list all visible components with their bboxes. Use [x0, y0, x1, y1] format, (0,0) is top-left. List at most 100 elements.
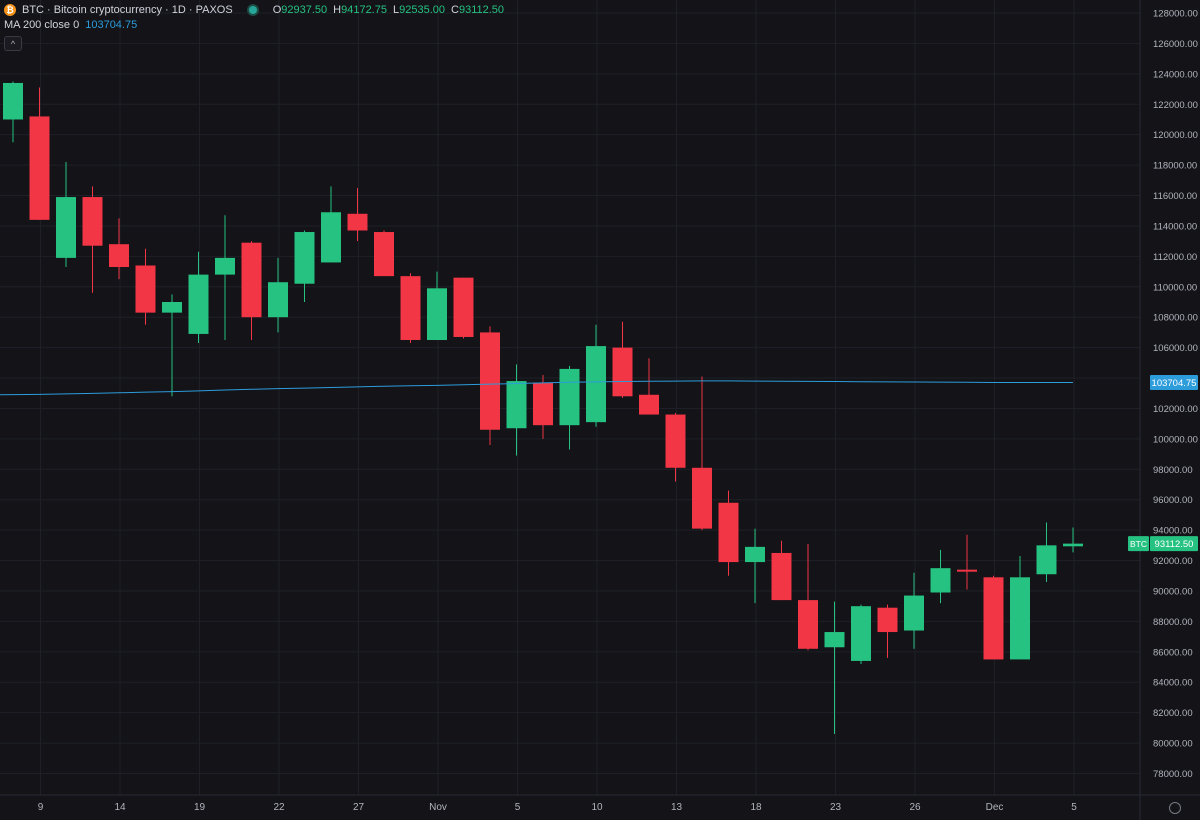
candle [56, 162, 76, 268]
ma-price-text: 103704.75 [1152, 378, 1197, 389]
candle [241, 241, 262, 341]
candle-body [1063, 543, 1083, 547]
candle [1036, 522, 1057, 582]
symbol-title[interactable]: BTC · Bitcoin cryptocurrency · 1D · PAXO… [22, 4, 233, 16]
x-axis[interactable]: 9 14 19 22 27 Nov 5 10 13 18 23 26 Dec 5 [0, 794, 1200, 813]
candle-body [1010, 577, 1030, 660]
x-tick-label: 22 [273, 802, 285, 813]
candle-body [692, 467, 712, 529]
candle [453, 277, 474, 339]
y-tick-label: 116000.00 [1153, 191, 1197, 202]
y-tick-label: 100000.00 [1153, 434, 1198, 445]
candle [506, 364, 527, 456]
candle-body [559, 368, 580, 426]
y-tick-label: 84000.00 [1153, 678, 1193, 689]
ma-line [0, 380, 1074, 396]
candle [162, 294, 182, 397]
low-key: L [392, 4, 400, 16]
x-tick-label: Dec [986, 802, 1004, 813]
current-price-text: 93112.50 [1155, 539, 1194, 550]
y-tick-label: 78000.00 [1153, 769, 1193, 780]
candle-body [506, 381, 527, 429]
ma-200-line [0, 380, 1074, 396]
symbol-price-tag [1128, 536, 1149, 552]
candle [930, 549, 951, 604]
candle [851, 604, 871, 664]
candle-body [612, 347, 633, 397]
candle-body [109, 244, 129, 268]
y-tick-label: 128000.00 [1153, 9, 1198, 20]
candle-body [480, 332, 500, 430]
x-tick-label: 27 [353, 802, 365, 813]
high-key: H [333, 4, 342, 16]
candle-body [56, 197, 76, 258]
candle [109, 218, 129, 280]
candle [692, 376, 712, 531]
candle-body [745, 546, 765, 563]
x-tick-label: 14 [114, 802, 126, 813]
ohlc-values: O92937.50 H94172.75 L92535.00 C93112.50 [273, 4, 504, 16]
candle [135, 248, 156, 325]
candle [188, 251, 209, 344]
y-tick-label: 114000.00 [1153, 221, 1197, 232]
x-tick-label: 19 [194, 802, 206, 813]
settings-icon[interactable] [1169, 802, 1181, 814]
candle [1010, 555, 1030, 660]
y-tick-label: 126000.00 [1153, 39, 1198, 50]
y-tick-label: 82000.00 [1153, 708, 1193, 719]
candle-body [665, 414, 686, 468]
candle-body [162, 301, 182, 313]
bitcoin-icon: ₿ [4, 4, 16, 16]
y-tick-label: 92000.00 [1153, 556, 1193, 567]
y-tick-label: 86000.00 [1153, 647, 1193, 658]
x-tick-label: 18 [750, 802, 762, 813]
candle [374, 230, 394, 277]
candle [771, 540, 792, 601]
candle-body [1036, 545, 1057, 575]
candle [983, 575, 1004, 660]
x-tick-label: 5 [515, 802, 521, 813]
candle-body [904, 595, 924, 631]
x-tick-label: 10 [591, 802, 603, 813]
y-tick-label: 118000.00 [1153, 161, 1197, 172]
candle [29, 87, 50, 220]
candle [347, 187, 368, 242]
y-axis[interactable]: 128000.00 126000.00 124000.00 122000.00 1200… [1139, 0, 1198, 820]
high-value: 94172.75 [341, 4, 387, 16]
y-tick-label: 90000.00 [1153, 586, 1193, 597]
candle [877, 604, 898, 658]
candle [718, 490, 739, 576]
x-tick-label: 5 [1071, 802, 1077, 813]
candle-body [851, 606, 871, 661]
candle-body [877, 607, 898, 633]
candle-body [294, 232, 315, 284]
candle [586, 324, 606, 427]
x-tick-label: 23 [830, 802, 842, 813]
open-value: 92937.50 [281, 4, 328, 16]
ma-label[interactable]: MA 200 close 0 [4, 19, 80, 31]
candle [427, 271, 447, 341]
candle-body [268, 282, 288, 318]
candle-body [427, 288, 447, 341]
candle [612, 321, 633, 398]
x-tick-label: Nov [429, 802, 447, 813]
candle [824, 601, 845, 734]
market-status-icon[interactable] [246, 4, 259, 16]
candle [294, 230, 315, 302]
ma-legend[interactable]: MA 200 close 0 103704.75 [4, 19, 137, 31]
symbol-legend[interactable]: ₿ BTC · Bitcoin cryptocurrency · 1D · PA… [4, 2, 504, 18]
collapse-legend-button[interactable]: ^ [4, 36, 22, 51]
candle [480, 326, 500, 445]
candle [559, 365, 580, 450]
candle-body [930, 568, 951, 593]
y-tick-label: 102000.00 [1153, 404, 1198, 415]
y-tick-label: 96000.00 [1153, 495, 1193, 506]
x-tick-label: 13 [671, 802, 683, 813]
candle [215, 215, 235, 341]
candle-body [374, 232, 394, 277]
y-tick-label: 110000.00 [1153, 282, 1197, 293]
x-tick-label: 26 [909, 802, 921, 813]
candle-body [957, 569, 977, 572]
